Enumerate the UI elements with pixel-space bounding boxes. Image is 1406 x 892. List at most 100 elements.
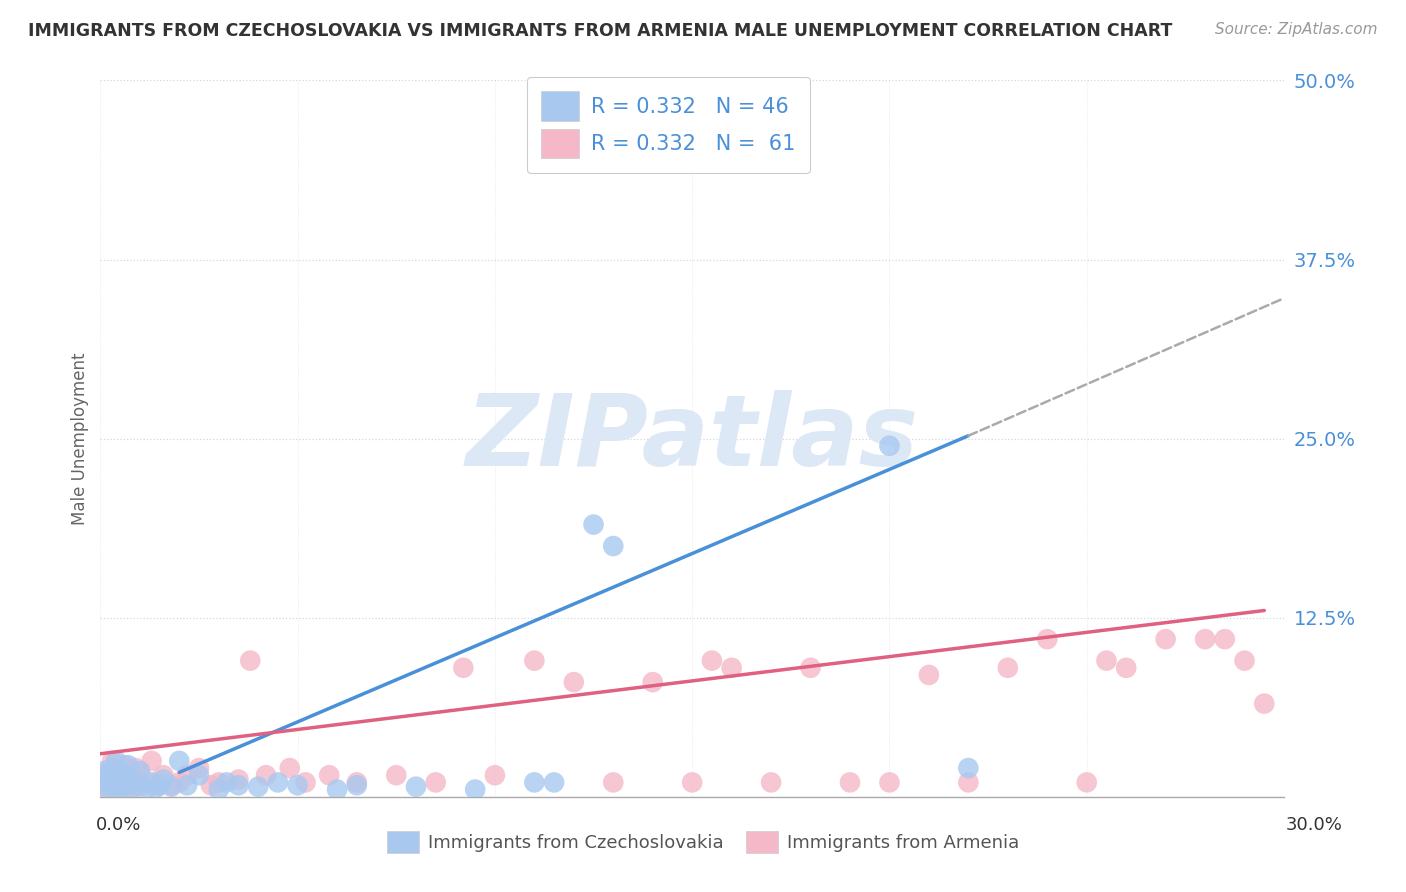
Text: 0.0%: 0.0% [96,816,141,834]
Point [318,768,340,782]
Point [1233,654,1256,668]
Point [700,73,723,87]
Point [97,782,120,797]
Point [346,778,368,792]
Point [145,781,167,796]
Point [167,754,190,768]
Point [759,775,782,789]
Point [582,517,605,532]
Point [101,761,124,775]
Point [247,780,270,794]
Point [136,775,159,789]
Point [1253,697,1275,711]
Point [167,775,190,789]
Point [562,675,585,690]
Point [97,768,120,782]
Point [239,654,262,668]
Point [101,780,124,794]
Point [108,782,131,797]
Point [523,654,546,668]
Point [128,764,150,778]
Point [176,768,198,782]
Point [128,764,150,778]
Point [121,772,143,787]
Point [1154,632,1177,647]
Point [108,782,131,797]
Point [228,772,250,787]
Point [957,775,980,789]
Point [108,775,131,789]
Point [879,439,901,453]
Point [799,661,821,675]
Point [112,778,135,792]
Point [148,778,170,792]
Text: Source: ZipAtlas.com: Source: ZipAtlas.com [1215,22,1378,37]
Point [101,754,124,768]
Point [464,782,486,797]
Point [1115,661,1137,675]
Point [484,768,506,782]
Point [93,778,115,792]
Point [1095,654,1118,668]
Point [641,675,664,690]
Point [93,768,115,782]
Point [957,761,980,775]
Point [108,764,131,778]
Point [602,775,624,789]
Point [425,775,447,789]
Point [121,768,143,782]
Point [267,775,290,789]
Point [141,754,163,768]
Point [117,758,139,772]
Point [121,782,143,797]
Point [346,775,368,789]
Point [101,775,124,789]
Point [136,781,159,796]
Point [1076,775,1098,789]
Legend: R = 0.332   N = 46, R = 0.332   N =  61: R = 0.332 N = 46, R = 0.332 N = 61 [527,77,810,173]
Point [152,772,174,787]
Point [879,775,901,789]
Point [125,761,148,775]
Legend: Immigrants from Czechoslovakia, Immigrants from Armenia: Immigrants from Czechoslovakia, Immigran… [380,824,1026,861]
Point [176,778,198,792]
Point [228,778,250,792]
Point [105,780,128,794]
Point [385,768,408,782]
Point [720,661,742,675]
Point [117,778,139,792]
Point [108,772,131,787]
Point [188,768,211,782]
Text: IMMIGRANTS FROM CZECHOSLOVAKIA VS IMMIGRANTS FROM ARMENIA MALE UNEMPLOYMENT CORR: IMMIGRANTS FROM CZECHOSLOVAKIA VS IMMIGR… [28,22,1173,40]
Point [97,764,120,778]
Point [602,539,624,553]
Point [254,768,277,782]
Point [112,768,135,782]
Point [523,775,546,789]
Point [997,661,1019,675]
Point [215,775,238,789]
Point [112,758,135,772]
Point [101,772,124,787]
Point [326,782,349,797]
Point [121,782,143,797]
Point [93,764,115,778]
Point [294,775,316,789]
Point [278,761,301,775]
Point [112,780,135,794]
Point [93,775,115,789]
Point [128,780,150,794]
Point [97,782,120,797]
Point [700,654,723,668]
Point [105,754,128,768]
Point [1194,632,1216,647]
Point [287,778,309,792]
Point [148,778,170,792]
Point [405,780,427,794]
Point [681,775,703,789]
Point [128,778,150,792]
Point [208,775,231,789]
Point [117,775,139,789]
Point [141,775,163,789]
Point [160,780,183,794]
